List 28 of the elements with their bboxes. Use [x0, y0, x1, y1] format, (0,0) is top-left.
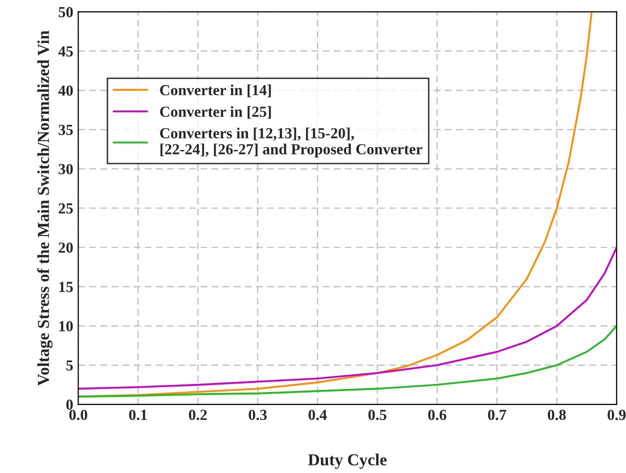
line-series — [78, 324, 617, 398]
x-tick-label: 0.8 — [548, 410, 566, 420]
x-tick-label: 0.0 — [69, 410, 88, 420]
x-tick-label: 0.2 — [188, 410, 207, 420]
legend-label: Converters in [12,13], [15-20], [22-24], [26-27] and Proposed Converter — [160, 128, 422, 158]
x-tick-label: 0.9 — [608, 410, 626, 420]
y-tick-label: 25 — [58, 203, 73, 214]
x-tick-label: 0.5 — [368, 410, 386, 420]
y-tick-label: 10 — [59, 321, 73, 332]
y-tick-label: 15 — [59, 282, 73, 292]
y-tick-label: 5 — [66, 360, 73, 371]
x-tick-label: 0.4 — [308, 410, 327, 420]
legend-label: Converter in [25] — [160, 106, 271, 119]
y-tick-label: 30 — [58, 164, 73, 174]
y-tick-label: 45 — [58, 46, 73, 57]
y-tick-label: 20 — [58, 242, 73, 253]
x-tick-label: 0.1 — [129, 410, 147, 420]
x-tick-label: 0.3 — [248, 410, 267, 420]
legend-label: Converter in [14] — [160, 84, 271, 98]
y-tick-label: 0 — [66, 400, 73, 410]
x-axis-title: Duty Cycle — [308, 454, 387, 469]
x-tick-label: 0.7 — [488, 410, 506, 420]
y-tick-label: 50 — [58, 6, 73, 18]
y-tick-label: 40 — [58, 85, 73, 96]
y-tick-label: 35 — [58, 124, 73, 136]
y-axis-title: Voltage Stress of the Main Switch/Normalized Vin — [37, 30, 53, 386]
line-series — [78, 246, 617, 390]
x-tick-label: 0.6 — [428, 410, 446, 420]
